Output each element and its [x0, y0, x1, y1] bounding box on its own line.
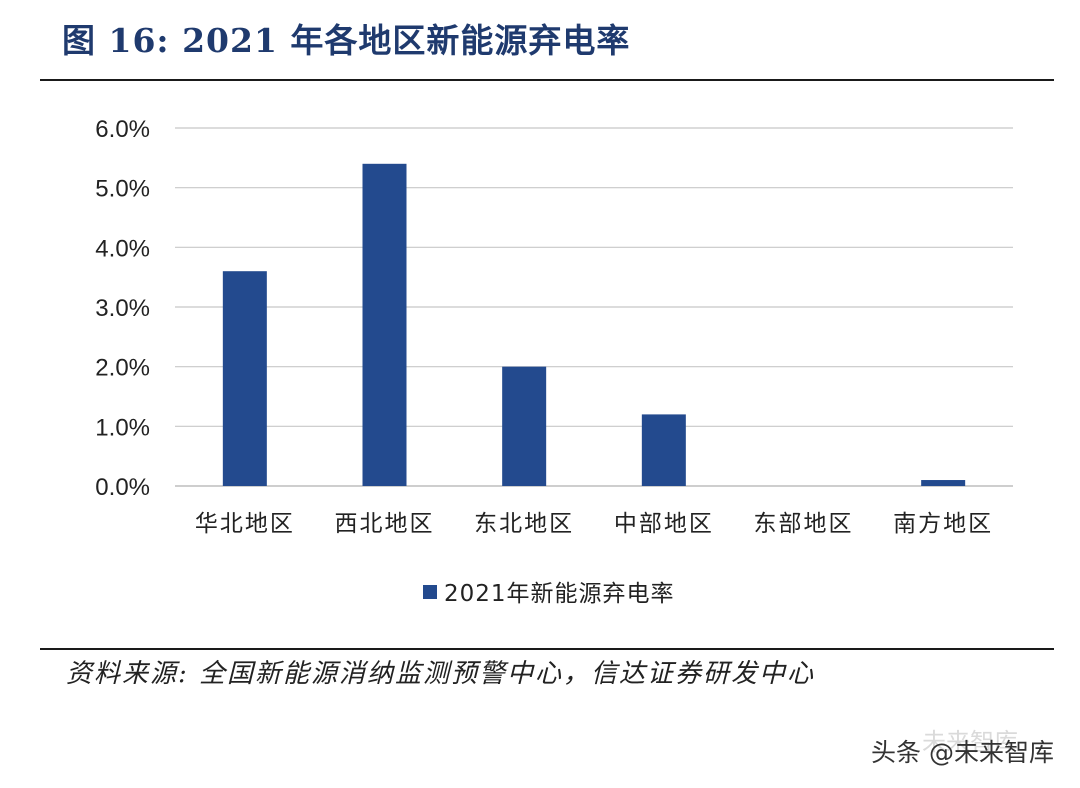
chart-title: 图 16: 2021 年各地区新能源弃电率 — [62, 21, 631, 60]
bottom-rule — [40, 648, 1054, 650]
x-tick-label: 华北地区 — [195, 511, 295, 537]
top-rule — [40, 79, 1054, 81]
bar-6 — [921, 480, 966, 486]
source-note: 资料来源: 全国新能源消纳监测预警中心，信达证券研发中心 — [66, 659, 816, 689]
y-tick-label: 2.0% — [95, 355, 150, 382]
x-tick-label: 东部地区 — [754, 511, 854, 537]
y-tick-label: 3.0% — [95, 295, 150, 322]
x-tick-label: 东北地区 — [474, 511, 574, 537]
bar-chart: 0.0% 1.0% 2.0% 3.0% 4.0% 5.0% 6.0% 华北地区 西北地区 东北地区… — [95, 116, 1013, 607]
x-tick-label: 西北地区 — [335, 511, 435, 537]
bar-3 — [502, 366, 547, 486]
watermark: 头条 @未来智库 — [871, 738, 1054, 767]
y-tick-label: 6.0% — [95, 116, 150, 143]
legend-swatch — [423, 585, 437, 599]
y-tick-label: 5.0% — [95, 176, 150, 203]
y-tick-label: 1.0% — [95, 414, 150, 441]
bar-4 — [641, 414, 686, 486]
bar-1 — [222, 271, 267, 486]
y-tick-label: 0.0% — [95, 474, 150, 501]
x-tick-label: 中部地区 — [614, 511, 714, 537]
watermark-ghost: 未来智库 — [922, 728, 1018, 756]
x-tick-label: 南方地区 — [893, 511, 993, 537]
legend-label: 2021年新能源弃电率 — [444, 581, 675, 607]
y-tick-label: 4.0% — [95, 235, 150, 262]
bar-2 — [362, 163, 407, 487]
